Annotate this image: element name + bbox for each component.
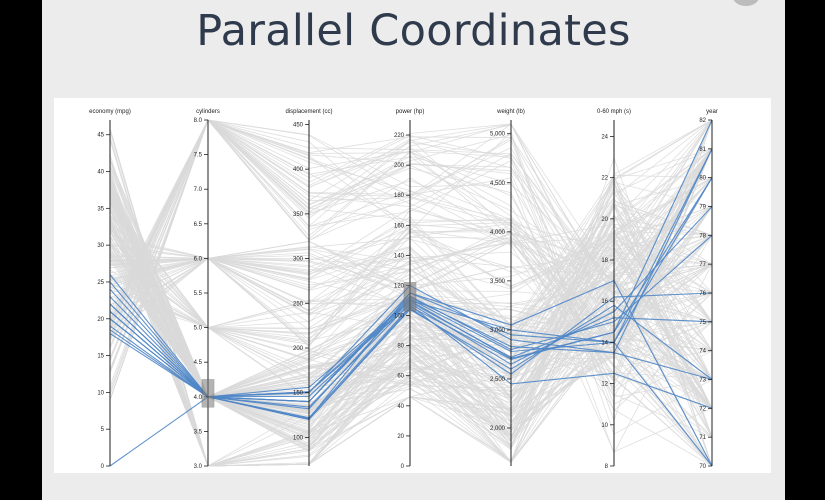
tick-label: 35 (97, 206, 104, 212)
axis-cylinders: cylinders 3.0 3.5 4.0 4.5 5.0 5.5 6.0 6.5 7.0 7.5 8… (194, 109, 220, 470)
tick-label: 15 (97, 354, 104, 360)
tick-label: 2,500 (490, 377, 506, 383)
axis-title: year (706, 109, 718, 115)
tick-label: 200 (394, 163, 405, 169)
tick-label: 25 (97, 280, 104, 286)
tick-label: 79 (699, 205, 706, 211)
tick-label: 4.0 (194, 395, 203, 401)
tick-label: 0 (101, 464, 105, 470)
tick-label: 12 (601, 382, 608, 388)
axis-title: cylinders (196, 109, 220, 115)
axis-title: displacement (cc) (285, 109, 332, 115)
tick-label: 20 (97, 317, 104, 323)
brush-handle[interactable] (403, 282, 417, 312)
tick-label: 3,000 (490, 328, 506, 334)
tick-label: 220 (394, 133, 405, 139)
tick-label: 22 (601, 176, 608, 182)
axes: economy (mpg) 0 5 10 15 20 25 30 35 40 45 cylinders… (89, 109, 718, 470)
axis-0-60: 0-60 mph (s) 8 10 12 14 16 18 20 22 24 (597, 109, 631, 470)
brushes[interactable] (201, 282, 417, 408)
tick-label: 18 (601, 258, 608, 264)
tick-label: 100 (394, 314, 405, 320)
chart-panel: economy (mpg) 0 5 10 15 20 25 30 35 40 45 cylinders… (54, 98, 771, 473)
axis-title: weight (lb) (496, 109, 525, 115)
tick-label: 24 (601, 134, 608, 140)
tick-label: 120 (394, 283, 405, 289)
brush-handle[interactable] (201, 379, 215, 408)
page-title: Parallel Coordinates (196, 6, 631, 56)
tick-label: 10 (601, 423, 608, 429)
tick-label: 5,000 (490, 132, 506, 138)
tick-label: 2,000 (490, 426, 506, 432)
tick-label: 200 (293, 346, 304, 352)
tick-label: 350 (293, 212, 304, 218)
tick-label: 40 (397, 404, 404, 410)
tick-label: 5.0 (194, 326, 203, 332)
slide: Parallel Coordinates economy (mpg) 0 5 10 15… (42, 0, 785, 500)
tick-label: 4,500 (490, 181, 506, 187)
axis-year: year 70 71 72 73 74 75 76 77 78 79 80 81 82 (699, 109, 718, 470)
tick-label: 73 (699, 378, 706, 384)
tick-label: 140 (394, 253, 405, 259)
tick-label: 160 (394, 223, 405, 229)
tick-label: 6.5 (194, 222, 203, 228)
tick-label: 75 (699, 320, 706, 326)
tick-label: 40 (97, 170, 104, 176)
tick-label: 78 (699, 233, 706, 239)
tick-label: 80 (397, 344, 404, 350)
tick-label: 60 (397, 374, 404, 380)
axis-weight: weight (lb) 2,000 2,500 3,000 3,500 4,000 4,50… (490, 109, 525, 466)
tick-label: 4.5 (194, 360, 203, 366)
tick-label: 14 (601, 340, 608, 346)
tick-label: 300 (293, 257, 304, 263)
tick-label: 76 (699, 291, 706, 297)
tick-label: 82 (699, 118, 706, 124)
tick-label: 100 (293, 435, 304, 441)
tick-label: 7.0 (194, 187, 203, 193)
tick-label: 3.5 (194, 429, 203, 435)
tick-label: 3.0 (194, 464, 203, 470)
tick-label: 5.5 (194, 291, 203, 297)
tick-label: 71 (699, 435, 706, 441)
tick-label: 150 (293, 391, 304, 397)
tick-label: 72 (699, 406, 706, 412)
tick-label: 74 (699, 349, 706, 355)
axis-title: economy (mpg) (89, 109, 131, 115)
tick-label: 400 (293, 167, 304, 173)
tick-label: 250 (293, 301, 304, 307)
tick-label: 5 (101, 427, 105, 433)
tick-label: 4,000 (490, 230, 506, 236)
tick-label: 30 (97, 243, 104, 249)
tick-label: 450 (293, 122, 304, 128)
tick-label: 80 (699, 176, 706, 182)
tick-label: 8 (605, 464, 609, 470)
tick-label: 7.5 (194, 153, 203, 159)
tick-label: 8.0 (194, 118, 203, 124)
tick-label: 20 (397, 434, 404, 440)
tick-label: 10 (97, 390, 104, 396)
parallel-coordinates-chart[interactable]: economy (mpg) 0 5 10 15 20 25 30 35 40 45 cylinders… (54, 98, 771, 473)
axis-displacement: displacement (cc) 100 150 200 250 300 350 400 45… (285, 109, 333, 466)
tick-label: 81 (699, 147, 706, 153)
tick-label: 20 (601, 217, 608, 223)
axis-economy: economy (mpg) 0 5 10 15 20 25 30 35 40 45 (89, 109, 131, 470)
tick-label: 0 (401, 464, 405, 470)
tick-label: 70 (699, 464, 706, 470)
tick-label: 180 (394, 193, 405, 199)
tick-label: 45 (97, 133, 104, 139)
tick-label: 77 (699, 262, 706, 268)
tick-label: 16 (601, 299, 608, 305)
tick-label: 6.0 (194, 256, 203, 262)
axis-title: power (hp) (396, 109, 425, 115)
corner-badge (733, 0, 759, 6)
axis-title: 0-60 mph (s) (597, 109, 631, 115)
tick-label: 3,500 (490, 279, 506, 285)
